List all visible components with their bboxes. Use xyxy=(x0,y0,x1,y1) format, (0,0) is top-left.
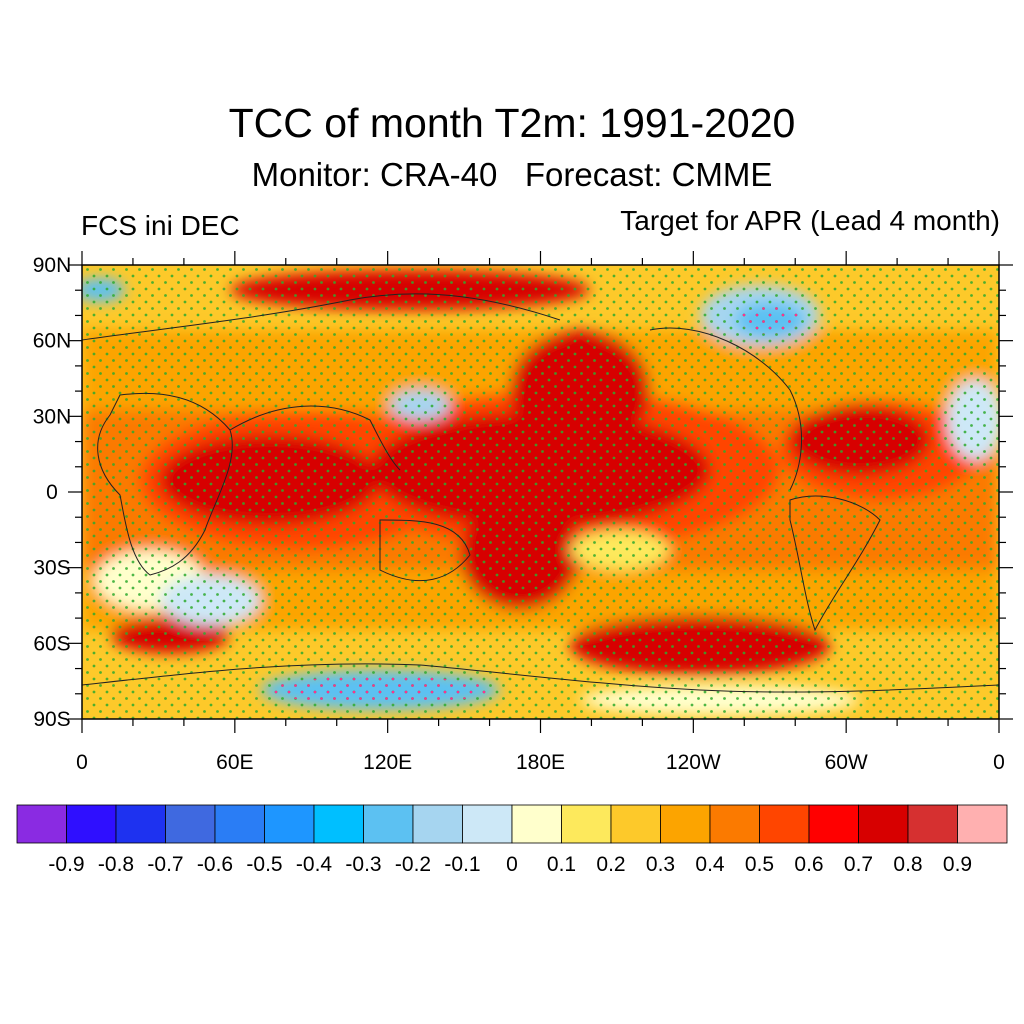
colorbar-label: 0 xyxy=(506,853,518,876)
colorbar-swatch xyxy=(412,804,463,844)
colorbar-swatch xyxy=(561,804,612,844)
colorbar-swatch xyxy=(759,804,810,844)
colorbar-label: -0.6 xyxy=(197,853,233,876)
colorbar-label: -0.5 xyxy=(246,853,282,876)
chart-title: TCC of month T2m: 1991-2020 xyxy=(228,100,796,146)
colorbar-label: -0.8 xyxy=(98,853,134,876)
target-label: Target for APR (Lead 4 month) xyxy=(620,205,1000,236)
y-tick-label: 0 xyxy=(46,481,58,504)
colorbar-labels: -0.9 -0.8 -0.7 -0.6 -0.5 -0.4 -0.3 -0.2 -0.1 0 0.1… xyxy=(48,853,972,876)
colorbar-label: 0.5 xyxy=(745,853,774,876)
y-axis-labels: 90N 60N 30N 0 30S 60S 90S xyxy=(33,254,72,731)
colorbar-swatch xyxy=(16,804,67,844)
colorbar-swatch xyxy=(709,804,760,844)
x-tick-label: 60W xyxy=(825,751,868,774)
colorbar-swatch xyxy=(907,804,958,844)
colorbar-label: 0.7 xyxy=(844,853,873,876)
coast-north-america xyxy=(649,327,802,491)
x-tick-label: 120E xyxy=(363,751,412,774)
coast-africa xyxy=(97,392,233,576)
colorbar-label: -0.3 xyxy=(345,853,381,876)
colorbar-swatch xyxy=(858,804,909,844)
significance-stippling-negative xyxy=(270,676,490,704)
colorbar-swatch xyxy=(66,804,117,844)
colorbar-swatch xyxy=(313,804,364,844)
colorbar-label: 0.3 xyxy=(646,853,675,876)
y-tick-label: 30S xyxy=(33,557,70,580)
colorbar-swatch xyxy=(610,804,661,844)
colorbar-label: 0.9 xyxy=(943,853,972,876)
colorbar-swatch xyxy=(808,804,859,844)
colorbar-swatch xyxy=(115,804,166,844)
y-tick-label: 90S xyxy=(33,708,70,731)
y-tick-label: 90N xyxy=(33,254,72,277)
colorbar-label: -0.9 xyxy=(48,853,84,876)
colorbar-swatch xyxy=(511,804,562,844)
colorbar xyxy=(16,804,1008,844)
colorbar-label: -0.4 xyxy=(296,853,333,876)
colorbar-swatch xyxy=(165,804,216,844)
colorbar-swatch xyxy=(363,804,414,844)
correlation-field xyxy=(82,265,999,719)
coast-south-america xyxy=(789,495,881,632)
colorbar-label: 0.8 xyxy=(893,853,922,876)
colorbar-label: -0.2 xyxy=(395,853,431,876)
chart-subtitle: Monitor: CRA-40 Forecast: CMME xyxy=(251,156,773,193)
colorbar-swatch xyxy=(660,804,711,844)
x-tick-label: 180E xyxy=(516,751,565,774)
colorbar-label: -0.7 xyxy=(147,853,183,876)
coastlines xyxy=(82,293,999,693)
y-tick-label: 60N xyxy=(33,330,72,353)
x-axis-labels: 0 60E 120E 180E 120W 60W 0 xyxy=(76,751,1005,774)
coast-eurasia-north xyxy=(82,293,561,341)
colorbar-label: 0.6 xyxy=(794,853,823,876)
y-tick-label: 30N xyxy=(33,405,72,428)
init-label: FCS ini DEC xyxy=(81,210,240,241)
colorbar-swatch xyxy=(462,804,513,844)
colorbar-label: 0.2 xyxy=(596,853,625,876)
significance-stippling xyxy=(82,265,999,719)
x-tick-label: 0 xyxy=(76,751,88,774)
coast-south-asia xyxy=(229,405,401,471)
colorbar-label: 0.4 xyxy=(695,853,725,876)
coast-australia xyxy=(379,519,471,582)
x-tick-label: 0 xyxy=(993,751,1005,774)
colorbar-label: -0.1 xyxy=(444,853,480,876)
coast-antarctica xyxy=(82,663,999,693)
significance-stippling-canada xyxy=(740,306,800,334)
x-tick-label: 60E xyxy=(216,751,253,774)
colorbar-label: 0.1 xyxy=(547,853,576,876)
y-tick-label: 60S xyxy=(33,632,70,655)
colorbar-swatch xyxy=(264,804,315,844)
colorbar-swatch xyxy=(957,804,1008,844)
axis-ticks xyxy=(68,251,1013,733)
colorbar-swatch xyxy=(214,804,265,844)
x-tick-label: 120W xyxy=(666,751,721,774)
